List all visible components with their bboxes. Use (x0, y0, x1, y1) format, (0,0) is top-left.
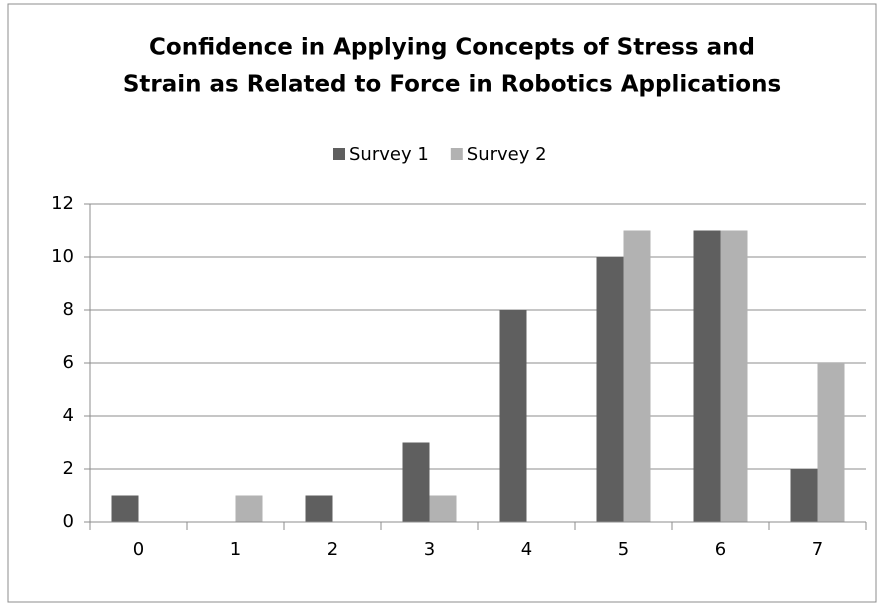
bar (817, 363, 845, 522)
legend-label: Survey 1 (349, 144, 429, 165)
y-tick-label: 2 (63, 458, 74, 479)
x-tick-label: 5 (618, 539, 629, 560)
x-tick-label: 6 (715, 539, 726, 560)
y-tick-label: 10 (51, 246, 74, 267)
bar (790, 469, 818, 522)
y-tick-label: 4 (63, 405, 74, 426)
bar (235, 495, 263, 522)
legend-swatch (333, 148, 345, 160)
bar (111, 495, 139, 522)
bar (623, 230, 651, 522)
y-tick-label: 12 (51, 193, 74, 214)
x-tick-label: 3 (424, 539, 435, 560)
y-tick-label: 6 (63, 352, 74, 373)
bar (720, 230, 748, 522)
bar (596, 257, 624, 522)
x-tick-label: 0 (133, 539, 144, 560)
chart-title: Confidence in Applying Concepts of Stres… (149, 35, 755, 61)
x-tick-label: 2 (327, 539, 338, 560)
legend-label: Survey 2 (467, 144, 547, 165)
bar (305, 495, 333, 522)
y-tick-label: 8 (63, 299, 74, 320)
y-tick-label: 0 (63, 511, 74, 532)
bar (429, 495, 457, 522)
x-tick-label: 1 (230, 539, 241, 560)
legend-swatch (450, 148, 463, 160)
x-tick-label: 4 (521, 539, 532, 560)
chart-title: Strain as Related to Force in Robotics A… (123, 72, 781, 98)
bar (499, 310, 527, 522)
x-tick-label: 7 (812, 539, 823, 560)
bar (402, 442, 430, 522)
bar (693, 230, 721, 522)
